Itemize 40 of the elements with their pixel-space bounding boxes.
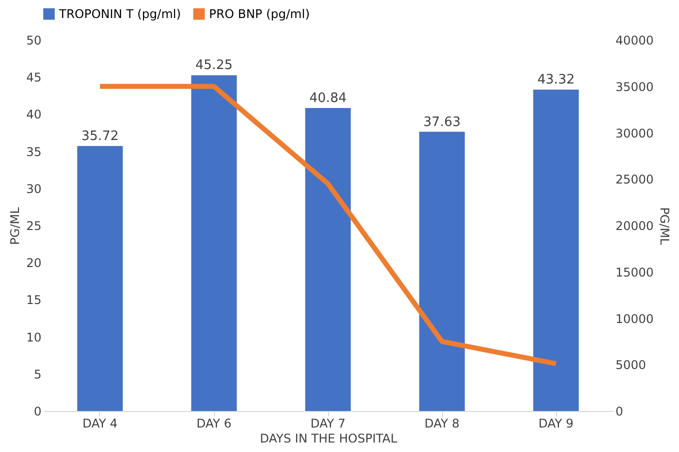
data-label: 40.84 (309, 90, 347, 106)
x-tick-label: DAY 8 (424, 416, 460, 430)
x-tick-label: DAY 6 (196, 416, 232, 430)
y-tick-label: 15 (26, 293, 42, 308)
y-tick-label: 25 (26, 219, 42, 233)
bar (419, 132, 465, 411)
y-tick-label: 30 (26, 182, 42, 196)
legend-label: TROPONIN T (pg/ml) (58, 7, 181, 21)
y-tick-label: 45 (26, 70, 42, 85)
y2-tick-label: 10000 (616, 312, 654, 326)
y2-tick-label: 0 (616, 404, 624, 418)
y2-tick-label: 35000 (616, 80, 654, 94)
data-label: 35.72 (81, 128, 119, 144)
y2-tick-label: 15000 (616, 265, 654, 280)
y-tick-label: 0 (34, 404, 42, 418)
x-tick-label: DAY 4 (82, 416, 118, 430)
y-tick-label: 50 (26, 34, 42, 48)
legend-label: PRO BNP (pg/ml) (209, 7, 310, 21)
data-label: 43.32 (537, 72, 575, 88)
y2-tick-label: 40000 (616, 34, 654, 48)
x-axis-title: DAYS IN THE HOSPITAL (260, 432, 398, 446)
y-tick-label: 5 (34, 367, 42, 382)
y-axis-title: PG/ML (8, 206, 22, 245)
x-tick-label: DAY 9 (538, 416, 574, 430)
data-label: 37.63 (423, 114, 461, 130)
y-tick-label: 35 (26, 144, 42, 159)
y-tick-label: 20 (26, 256, 42, 270)
y2-tick-label: 20000 (616, 219, 654, 233)
y2-tick-label: 30000 (616, 126, 654, 140)
y2-tick-label: 5000 (616, 358, 646, 372)
bar (77, 146, 123, 411)
bar (533, 90, 579, 411)
y-tick-label: 10 (26, 330, 42, 344)
bar (305, 108, 351, 411)
y2-tick-label: 25000 (616, 172, 654, 187)
y-tick-label: 40 (26, 108, 42, 122)
data-label: 45.25 (195, 58, 233, 74)
x-tick-label: DAY 7 (310, 416, 346, 430)
y2-axis-title: PG/ML (658, 207, 672, 246)
bar (191, 75, 237, 411)
